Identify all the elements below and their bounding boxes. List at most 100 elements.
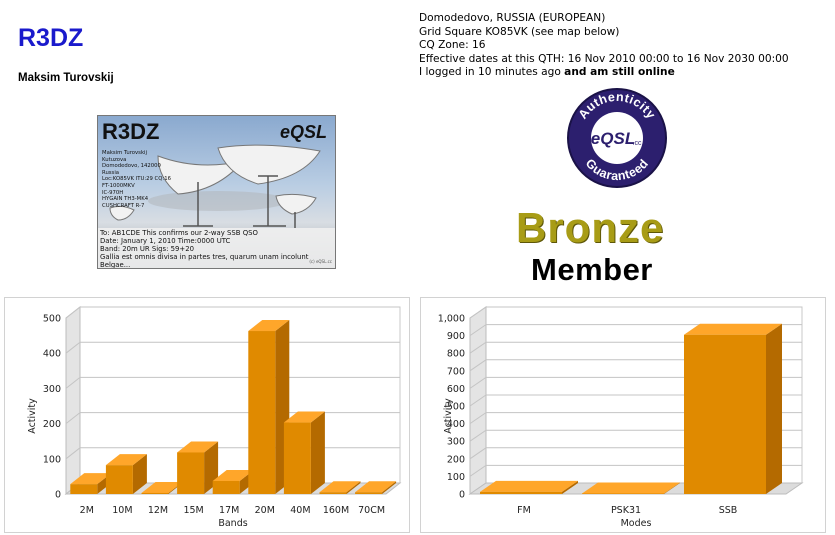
- y-axis-title: Activity: [27, 398, 38, 434]
- card-footer-line: Band: 20m UR Sigs: 59+20: [100, 245, 194, 253]
- y-tick-label: 800: [447, 349, 465, 360]
- y-tick-label: 100: [447, 472, 465, 483]
- x-tick-label: 20M: [255, 505, 275, 516]
- bar-front: [355, 492, 383, 494]
- login-status-online: and am still online: [564, 66, 675, 78]
- card-detail-line: Kutuzova: [102, 156, 127, 163]
- card-qso-footer: To: AB1CDE This confirms our 2-way SSB Q…: [98, 228, 335, 268]
- card-detail-line: Maksim Turovskij: [102, 150, 147, 156]
- bar-side: [310, 411, 325, 494]
- y-tick-label: 100: [43, 454, 61, 465]
- bar-front: [684, 334, 766, 494]
- bar-top: [177, 441, 219, 453]
- chart-bar: [355, 481, 397, 494]
- card-brand-logo: eQSL: [279, 122, 327, 142]
- bar-top: [684, 323, 782, 335]
- y-tick-label: 200: [43, 419, 61, 430]
- bar-front: [283, 422, 311, 494]
- bar-side: [382, 481, 397, 494]
- grid-square: Grid Square KO85VK (see map below): [419, 25, 620, 38]
- authenticity-badge[interactable]: Authenticity Guaranteed eQSL .cc: [566, 87, 668, 189]
- card-detail-line: HYGAIN TH3-MK4: [102, 196, 149, 203]
- card-detail-line: FT-1000MKV: [102, 182, 135, 189]
- bar-top: [480, 480, 578, 492]
- membership-level: Bronze: [516, 204, 665, 251]
- chart-gridline: [469, 324, 802, 337]
- card-detail-line: CUSHCRAFT R-7: [102, 202, 145, 209]
- modes-activity-chart: 0 100 200 300 400 500 600 700 800 900 1,000 FM PSK31…: [420, 297, 826, 533]
- effective-dates: Effective dates at this QTH: 16 Nov 2010…: [419, 52, 789, 65]
- bar-top: [70, 473, 112, 485]
- y-axis-title: Activity: [443, 398, 454, 434]
- login-status-prefix: I logged in 10 minutes ago: [419, 66, 561, 78]
- bar-front: [212, 480, 240, 494]
- bar-front: [177, 452, 205, 494]
- chart-bar: [248, 320, 290, 494]
- chart-bar: [582, 482, 680, 494]
- y-tick-label: 0: [55, 490, 61, 501]
- bar-front: [480, 491, 562, 494]
- chart-bar: [319, 481, 361, 494]
- y-tick-label: 400: [447, 419, 465, 430]
- chart-bar: [105, 454, 147, 494]
- bar-front: [248, 331, 276, 494]
- card-detail-line: Russia: [102, 169, 120, 176]
- chart-bar: [177, 441, 219, 494]
- chart-side-wall: [65, 305, 81, 496]
- bar-top: [283, 411, 325, 423]
- card-footer-line: Gallia est omnis divisa in partes tres, …: [100, 253, 309, 261]
- bar-front: [141, 492, 169, 494]
- bar-top: [582, 482, 680, 494]
- bands-activity-chart: 0 100 200 300 400 500 2M 10M 12M 15M 17M 20M 40M 160M…: [4, 297, 410, 533]
- card-footer-line: Date: January 1, 2010 Time:0000 UTC: [100, 237, 231, 245]
- y-tick-label: 500: [447, 402, 465, 413]
- bar-side: [766, 323, 782, 494]
- card-footer-line: Belgae...: [100, 261, 131, 269]
- bar-top: [105, 454, 147, 466]
- bar-top: [141, 481, 183, 493]
- card-callsign: R3DZ: [102, 119, 160, 144]
- y-tick-label: 600: [447, 384, 465, 395]
- chart-bar: [283, 411, 325, 494]
- x-tick-label: 40M: [290, 505, 310, 516]
- x-tick-label: 2M: [80, 505, 94, 516]
- chart-gridline: [65, 341, 400, 354]
- eqsl-card-image[interactable]: R3DZ eQSL Maksim Turovskij Kutuzova Domo…: [97, 115, 336, 269]
- y-tick-label: 300: [43, 384, 61, 395]
- x-tick-label: 15M: [183, 505, 203, 516]
- bar-side: [346, 481, 361, 494]
- bar-side: [562, 480, 578, 494]
- radio-telescope-image: [109, 144, 321, 228]
- bar-front: [582, 493, 664, 494]
- x-axis-title: Bands: [218, 518, 247, 529]
- bar-top: [319, 481, 361, 493]
- login-status: I logged in 10 minutes ago and am still …: [419, 66, 789, 80]
- y-tick-label: 900: [447, 331, 465, 342]
- cq-zone: CQ Zone: 16: [419, 39, 486, 51]
- membership-label: Member: [531, 252, 653, 287]
- chart-gridline: [65, 306, 400, 319]
- chart-gridline: [469, 306, 802, 319]
- operator-name: Maksim Turovskij: [18, 72, 114, 84]
- bar-front: [105, 465, 133, 494]
- badge-center-text: eQSL: [591, 129, 635, 148]
- card-detail-line: Loc:KO85VK ITU:29 CQ:16: [102, 176, 171, 183]
- y-tick-label: 300: [447, 437, 465, 448]
- bar-front: [70, 484, 98, 494]
- badge-center-small: .cc: [633, 140, 642, 147]
- x-tick-label: FM: [517, 505, 531, 516]
- bar-side: [664, 482, 680, 494]
- x-axis-title: Modes: [621, 518, 652, 529]
- y-tick-label: 400: [43, 349, 61, 360]
- x-tick-label: 70CM: [358, 505, 385, 516]
- x-tick-label: SSB: [719, 505, 738, 516]
- callsign-title: R3DZ: [18, 24, 84, 52]
- y-tick-label: 700: [447, 366, 465, 377]
- y-tick-label: 500: [43, 314, 61, 325]
- chart-gridline: [65, 412, 400, 424]
- x-tick-label: 10M: [112, 505, 132, 516]
- bar-side: [132, 454, 147, 494]
- card-detail-line: IC-970H: [102, 189, 124, 196]
- x-tick-label: 12M: [148, 505, 168, 516]
- y-tick-label: 200: [447, 454, 465, 465]
